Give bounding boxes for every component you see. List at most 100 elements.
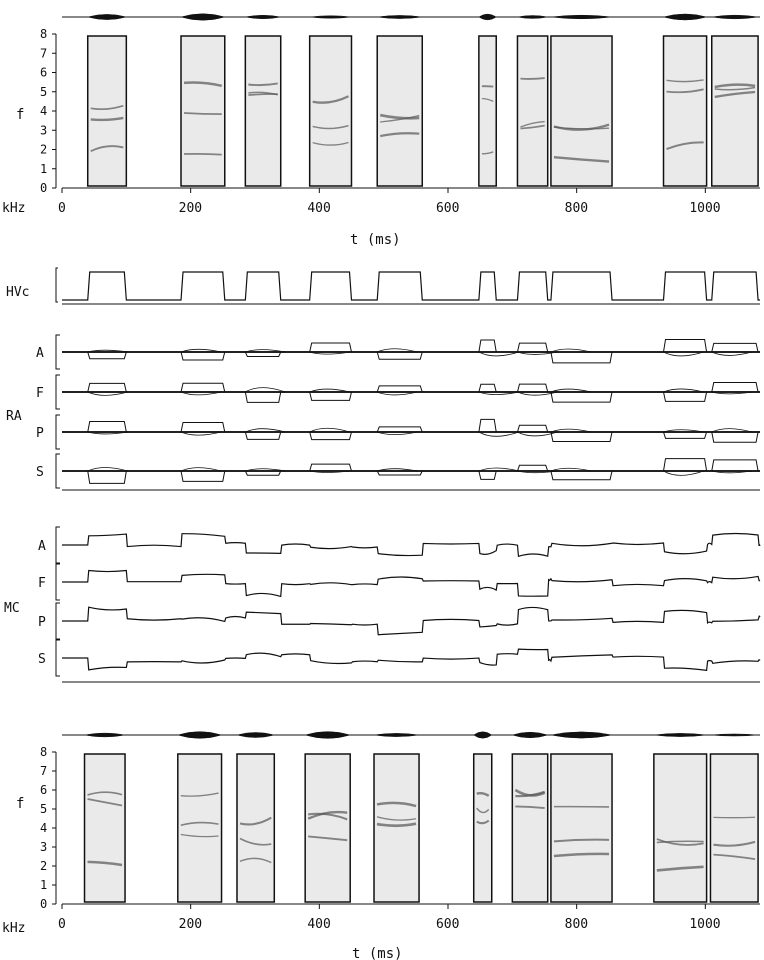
syllable-outline [516, 35, 549, 187]
harmonic-band [376, 816, 417, 821]
bottom-syllable-boxes [83, 753, 759, 903]
ra-transient [87, 349, 128, 353]
ra-transient [245, 349, 286, 353]
syllable-outline [244, 35, 282, 187]
ra-transient [245, 428, 286, 433]
syllable-box [662, 35, 708, 187]
harmonic-band [183, 81, 223, 88]
ra-pulse [87, 351, 127, 360]
waveform-burst [309, 15, 352, 19]
ra-transient [663, 429, 704, 433]
ra-pulse [87, 470, 127, 484]
waveform-burst [550, 731, 613, 739]
ra-pulse [663, 339, 708, 353]
y-tick-label: 1 [40, 878, 47, 892]
mc-scale-bracket [55, 639, 60, 677]
syllable-box [180, 35, 226, 187]
ra-transient [309, 388, 350, 393]
ra-pulse [376, 351, 423, 360]
syllable-box [511, 753, 549, 903]
harmonic-band [714, 83, 756, 89]
harmonic-band [656, 840, 704, 844]
ra-transient [711, 470, 752, 474]
syllable-outline [376, 35, 424, 187]
syllable-fill [177, 754, 222, 902]
syllable-fill [517, 36, 548, 186]
waveform-burst [373, 733, 420, 737]
top-syllable-boxes [86, 35, 759, 187]
mc-panel: MC A F P S [4, 526, 761, 683]
x-tick-label: 0 [58, 917, 66, 932]
syllable-box [86, 35, 128, 187]
syllable-box [709, 753, 759, 903]
x-tick-label: 0 [58, 201, 66, 216]
waveform-burst [304, 731, 352, 739]
top-xlabel: t (ms) [350, 232, 401, 248]
syllable-outline [478, 35, 497, 187]
bottom-yunit: kHz [2, 921, 25, 936]
mc-label: MC [4, 601, 20, 616]
ra-transient [309, 427, 350, 433]
syllable-outline [653, 753, 708, 903]
y-tick-label: 7 [40, 46, 47, 60]
ra-pulse [550, 351, 613, 364]
x-tick-label: 200 [179, 917, 202, 932]
ra-pulse [478, 383, 497, 393]
mc-traces: A F P S [38, 526, 761, 683]
waveform-burst [710, 733, 759, 737]
ra-pulse [516, 383, 549, 393]
mc-series-label-F: F [38, 576, 46, 591]
harmonic-band [714, 90, 756, 99]
waveform-burst [377, 15, 423, 19]
harmonic-band [87, 791, 123, 796]
syllable-outline [472, 753, 493, 903]
harmonic-band [553, 852, 610, 858]
harmonic-band [481, 151, 494, 155]
syllable-box [711, 35, 759, 187]
harmonic-band [553, 156, 610, 163]
syllable-fill [236, 754, 275, 902]
mc-scale-bracket [55, 602, 60, 640]
ra-transient [87, 467, 128, 472]
syllable-outline [711, 35, 759, 187]
harmonic-band [553, 126, 610, 130]
mc-series-label-S: S [38, 652, 46, 667]
syllable-outline [662, 35, 708, 187]
ra-transient [550, 348, 592, 353]
bottom-waveform-envelope [62, 731, 760, 739]
y-tick-label: 8 [40, 745, 47, 759]
ra-transient [180, 467, 222, 472]
harmonic-band [476, 819, 490, 825]
mc-line-F [62, 569, 761, 598]
syllable-fill [377, 36, 423, 186]
harmonic-band [90, 104, 124, 110]
ra-transient [377, 431, 418, 436]
waveform-burst [511, 731, 549, 739]
ra-transient [180, 348, 222, 353]
x-tick-label: 800 [565, 201, 588, 216]
harmonic-band [713, 853, 756, 860]
syllable-outline [511, 753, 549, 903]
ra-scale-bracket [55, 453, 60, 489]
ra-traces: A F P S [36, 334, 760, 491]
harmonic-band [312, 141, 349, 146]
y-tick-label: 6 [40, 66, 47, 80]
ra-pulse [244, 391, 282, 403]
hvc-scale-bracket [55, 267, 58, 303]
ra-pulse [309, 463, 352, 472]
ra-transient [550, 388, 592, 393]
ra-transient [478, 351, 519, 357]
mc-line-P [62, 606, 761, 636]
hvc-label: HVc [6, 285, 29, 300]
harmonic-band [656, 838, 704, 846]
harmonic-band [87, 798, 123, 807]
harmonic-band [380, 132, 420, 138]
syllable-fill [710, 754, 759, 902]
mc-series-label-A: A [38, 539, 46, 554]
syllable-fill [512, 754, 548, 902]
waveform-burst [245, 15, 281, 19]
harmonic-band [713, 840, 756, 847]
syllable-fill [309, 36, 352, 186]
syllable-box [373, 753, 420, 903]
x-tick-label: 1000 [689, 917, 720, 932]
